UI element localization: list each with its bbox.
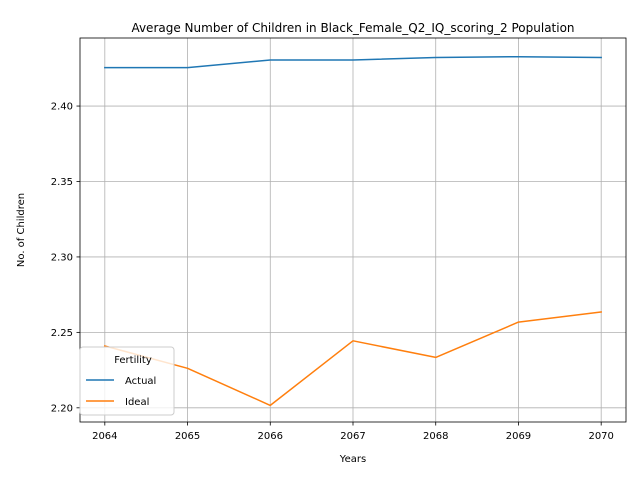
x-tick-label: 2064 <box>92 431 117 442</box>
chart-title: Average Number of Children in Black_Fema… <box>131 21 574 35</box>
series-line-ideal <box>103 311 603 407</box>
x-tick-label: 2065 <box>175 431 200 442</box>
series-line-actual <box>104 55 602 69</box>
y-tick-label: 2.35 <box>51 177 73 188</box>
y-tick-label: 2.25 <box>51 328 73 339</box>
x-tick-label: 2067 <box>340 431 365 442</box>
legend-label-actual: Actual <box>125 376 156 387</box>
legend: Fertility Actual Ideal <box>79 346 175 416</box>
x-tick-label: 2066 <box>258 431 283 442</box>
x-axis-ticks: 2064 2065 2066 2067 2068 2069 2070 <box>92 422 614 442</box>
y-tick-label: 2.40 <box>51 102 73 113</box>
y-axis-ticks: 2.20 2.25 2.30 2.35 2.40 <box>51 102 80 414</box>
legend-title: Fertility <box>114 355 152 366</box>
y-tick-label: 2.30 <box>51 252 73 263</box>
x-tick-label: 2068 <box>423 431 448 442</box>
x-axis-label: Years <box>339 454 366 465</box>
y-axis-label: No. of Children <box>16 193 27 267</box>
y-tick-label: 2.20 <box>51 403 73 414</box>
x-tick-label: 2070 <box>588 431 613 442</box>
legend-box <box>79 346 175 416</box>
series-lines <box>103 55 603 407</box>
legend-label-ideal: Ideal <box>125 397 149 408</box>
x-tick-label: 2069 <box>506 431 531 442</box>
